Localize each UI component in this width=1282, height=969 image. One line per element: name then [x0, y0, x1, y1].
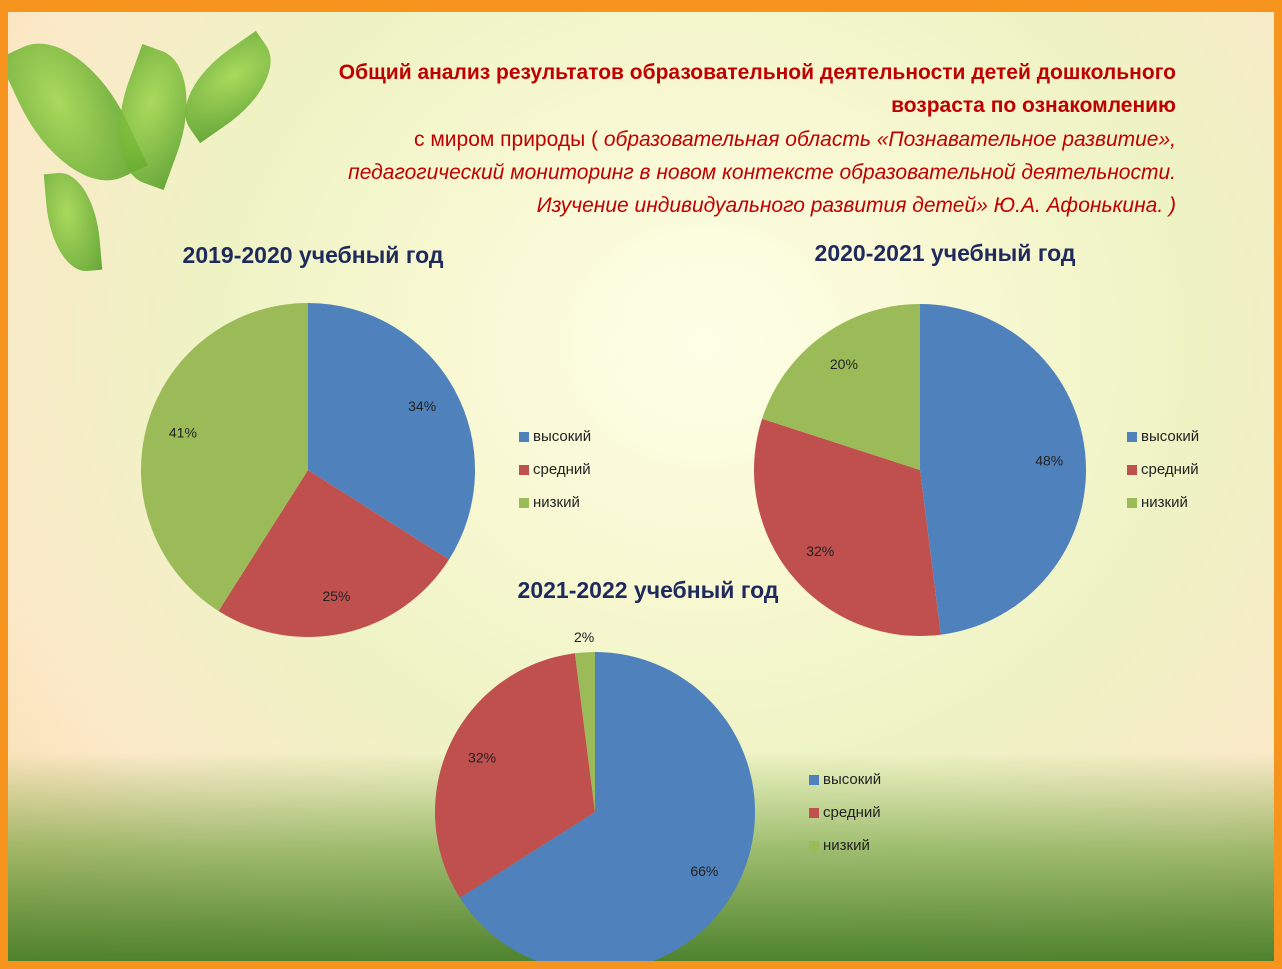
- header-line: педагогический мониторинг в новом контек…: [348, 161, 1176, 184]
- data-label: 25%: [322, 588, 350, 604]
- legend-label: средний: [823, 804, 881, 821]
- data-label: 20%: [830, 356, 858, 372]
- data-label: 32%: [806, 543, 834, 559]
- data-label: 32%: [468, 750, 496, 766]
- legend-swatch: [519, 465, 529, 475]
- header-line: Изучение индивидуального развития детей»…: [536, 194, 1176, 217]
- pie-slice: [574, 652, 595, 812]
- legend-label: высокий: [823, 771, 881, 788]
- pie-slice: [218, 470, 450, 637]
- legend-swatch: [809, 808, 819, 818]
- chart-title: 2019-2020 учебный год: [183, 242, 444, 268]
- header-line: возраста по ознакомлению: [891, 94, 1176, 117]
- pie-slice: [762, 304, 920, 470]
- legend-label: низкий: [533, 494, 580, 511]
- chart-title: 2021-2022 учебный год: [518, 577, 779, 603]
- header-line: с миром природы ( образовательная област…: [414, 127, 1176, 153]
- legend-label: средний: [533, 461, 591, 478]
- legend-label: высокий: [1141, 428, 1199, 445]
- legend-label: средний: [1141, 461, 1199, 478]
- pie-slice: [753, 418, 941, 636]
- header-text: образовательная область «Познавательное …: [603, 128, 1176, 151]
- legend-swatch: [1127, 432, 1137, 442]
- legend-label: низкий: [823, 837, 870, 854]
- legend-swatch: [809, 775, 819, 785]
- header-text: с миром природы (: [414, 128, 599, 151]
- pie-slice: [434, 653, 595, 898]
- legend-swatch: [1127, 498, 1137, 508]
- pie-slice: [459, 652, 755, 961]
- pie-slice: [308, 303, 476, 560]
- data-label: 48%: [1035, 453, 1063, 469]
- legend-label: низкий: [1141, 494, 1188, 511]
- legend-swatch: [809, 841, 819, 851]
- data-label: 41%: [169, 424, 197, 440]
- header-line: Общий анализ результатов образовательной…: [338, 61, 1176, 84]
- legend-swatch: [519, 432, 529, 442]
- charts: 2019-2020 учебный год 34% 25% 41% высокий сре…: [141, 240, 1199, 961]
- legend-swatch: [519, 498, 529, 508]
- data-label: 34%: [408, 398, 436, 414]
- pie-slice: [141, 303, 308, 612]
- legend-swatch: [1127, 465, 1137, 475]
- chart-title: 2020-2021 учебный год: [815, 240, 1076, 266]
- legend-label: высокий: [533, 428, 591, 445]
- data-label: 66%: [690, 863, 718, 879]
- pie-slice: [920, 304, 1086, 635]
- data-label: 2%: [574, 629, 594, 645]
